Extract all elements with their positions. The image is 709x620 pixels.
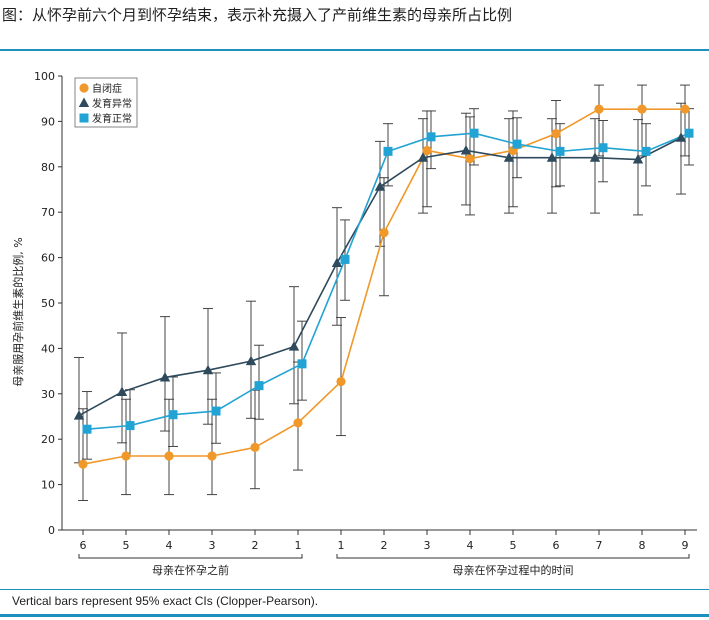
data-point-square (82, 424, 92, 434)
data-point-square (512, 139, 522, 149)
y-tick-label: 20 (41, 433, 55, 446)
data-point-circle (78, 459, 88, 469)
data-point-circle (250, 442, 260, 452)
data-point-square (340, 254, 350, 264)
x-tick-label: 8 (639, 539, 646, 552)
data-point-circle (79, 83, 89, 93)
data-point-triangle (331, 257, 343, 268)
data-point-triangle (417, 152, 429, 162)
y-tick-label: 100 (34, 70, 55, 83)
data-point-triangle (589, 152, 601, 162)
figure-title-text: 图：从怀孕前六个月到怀孕结束，表示补充摄入了产前维生素的母亲所占比例 (2, 6, 513, 24)
x-tick-label: 4 (166, 539, 173, 552)
chart: 0 10 20 30 40 50 60 70 80 90 100 6 5 4 3 2 1 1 2 3 4 5 6 7 8 9 母亲在… (11, 70, 697, 577)
data-point-circle (551, 129, 561, 139)
x-tick-label: 1 (338, 539, 345, 552)
data-point-square (168, 410, 178, 420)
data-point-circle (207, 451, 217, 461)
data-point-square (469, 128, 479, 138)
data-point-triangle (245, 355, 257, 366)
legend-label: 发育正常 (92, 112, 132, 125)
data-point-triangle (632, 154, 644, 164)
data-point-circle (379, 228, 389, 238)
x-tick-label: 5 (510, 539, 517, 552)
data-point-triangle (73, 410, 85, 420)
data-point-triangle (78, 97, 90, 107)
data-point-square (383, 146, 393, 156)
data-point-square (79, 113, 89, 123)
series-markers (73, 104, 694, 469)
group-bracket (78, 554, 303, 559)
data-point-square (211, 406, 221, 416)
data-point-triangle (460, 144, 472, 155)
data-point-circle (121, 451, 131, 461)
group-label-during: 母亲在怀孕过程中的时间 (453, 563, 574, 577)
y-tick-label: 90 (41, 115, 55, 128)
bottom-rule (0, 614, 709, 617)
data-point-triangle (374, 181, 386, 191)
x-tick-label: 3 (424, 539, 431, 552)
top-rule (0, 49, 709, 51)
y-axis-label: 母亲服用孕前维生素的比例, % (11, 237, 25, 386)
legend-label: 发育异常 (92, 97, 132, 110)
y-tick-label: 40 (41, 342, 55, 355)
data-point-triangle (202, 364, 214, 375)
data-point-circle (465, 154, 475, 164)
y-tick-label: 70 (41, 206, 55, 219)
x-tick-label: 3 (209, 539, 216, 552)
data-point-square (598, 143, 608, 153)
group-label-before: 母亲在怀孕之前 (152, 563, 229, 577)
data-point-triangle (546, 152, 558, 162)
data-point-triangle (116, 386, 128, 396)
y-tick-label: 80 (41, 161, 55, 174)
data-point-square (684, 128, 694, 138)
y-tick-label: 60 (41, 252, 55, 265)
data-point-square (555, 146, 565, 156)
data-point-triangle (675, 132, 687, 142)
data-point-circle (336, 376, 346, 387)
data-point-circle (680, 104, 690, 114)
y-tick-label: 50 (41, 297, 55, 310)
y-tick-label: 10 (41, 479, 55, 492)
data-point-circle (422, 145, 432, 156)
x-tick-label: 2 (381, 539, 388, 552)
x-tick-label: 1 (295, 539, 302, 552)
data-point-circle (164, 451, 174, 461)
data-point-triangle (159, 371, 171, 382)
data-point-square (125, 421, 135, 431)
x-tick-label: 4 (467, 539, 474, 552)
x-tick-label: 2 (252, 539, 259, 552)
group-bracket (336, 554, 690, 559)
footnote: Vertical bars represent 95% exact CIs (C… (12, 594, 319, 608)
x-tick-label: 6 (553, 539, 560, 552)
legend-label: 自闭症 (92, 82, 122, 95)
data-point-circle (594, 104, 604, 114)
x-tick-label: 6 (80, 539, 87, 552)
x-tick-label: 9 (682, 539, 689, 552)
x-tick-label: 5 (123, 539, 130, 552)
data-point-circle (293, 418, 303, 428)
data-point-square (254, 381, 264, 391)
footnote-rule (0, 589, 709, 590)
y-tick-label: 0 (48, 524, 55, 537)
y-tick-label: 30 (41, 388, 55, 401)
data-point-square (297, 359, 307, 369)
figure-title: 图：从怀孕前六个月到怀孕结束，表示补充摄入了产前维生素的母亲所占比例 (0, 0, 709, 50)
data-point-triangle (503, 152, 515, 162)
data-point-circle (637, 104, 647, 114)
data-point-triangle (288, 341, 300, 351)
data-point-square (641, 146, 651, 156)
x-tick-label: 7 (596, 539, 603, 552)
chart-axes: 0 10 20 30 40 50 60 70 80 90 100 6 5 4 3 2 1 1 2 3 4 5 6 7 8 9 母亲在… (34, 70, 697, 577)
data-point-square (426, 132, 436, 142)
